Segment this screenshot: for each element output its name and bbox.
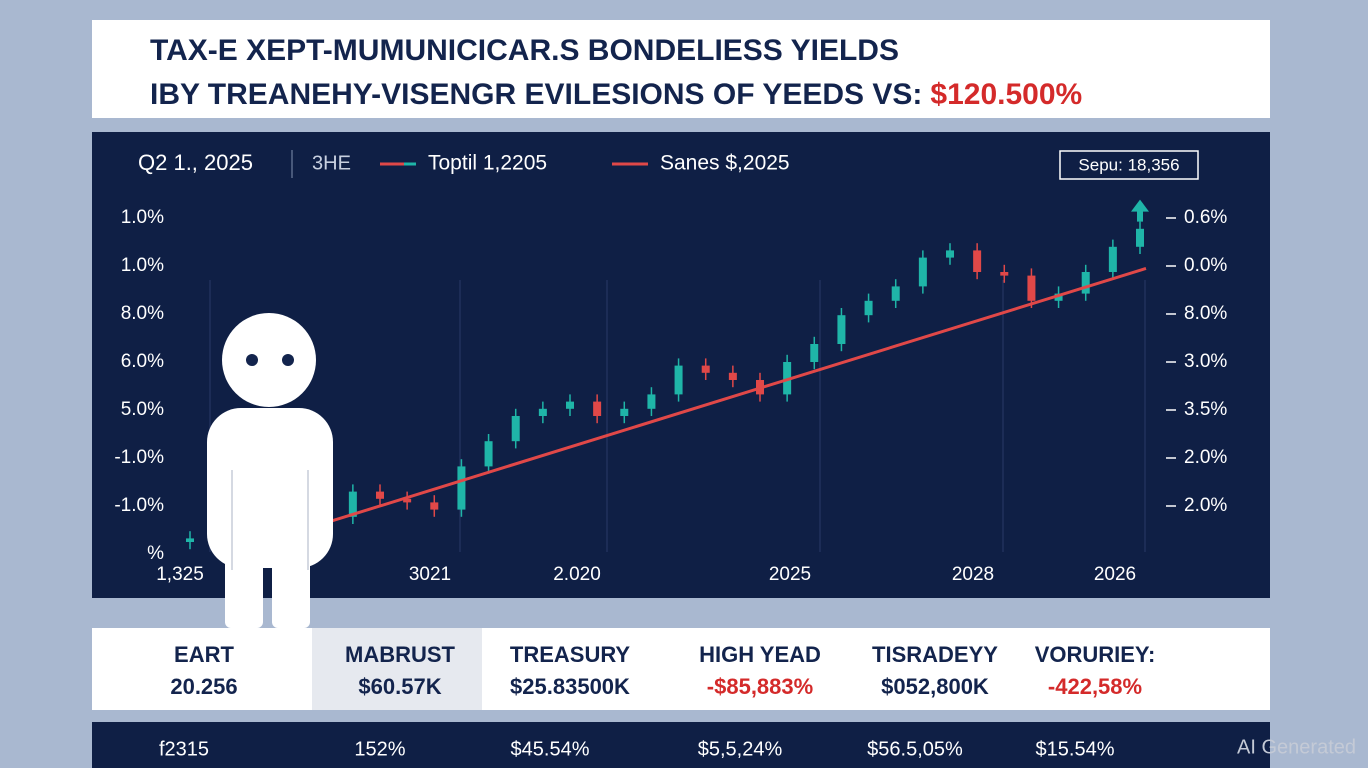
stat-header: TISRADEYY bbox=[872, 642, 998, 667]
legend-label: Toptil 1,2205 bbox=[428, 152, 547, 175]
footer-value: f2315 bbox=[159, 738, 209, 760]
candle-body bbox=[674, 365, 683, 395]
y-label-right: 3.0% bbox=[1184, 351, 1227, 372]
y-label-left: % bbox=[147, 543, 164, 564]
candle-body bbox=[620, 408, 629, 416]
stat-header: HIGH YEAD bbox=[699, 642, 821, 667]
candle-body bbox=[348, 491, 357, 517]
subtitle-highlight: $120.500% bbox=[930, 78, 1082, 111]
candle-body bbox=[457, 466, 466, 510]
candle-body bbox=[701, 365, 710, 373]
y-label-left: 6.0% bbox=[121, 351, 164, 372]
watermark: AI Generated bbox=[1237, 736, 1356, 758]
candle-body bbox=[837, 315, 846, 344]
y-label-left: 1.0% bbox=[121, 255, 164, 276]
candle-body bbox=[1081, 272, 1090, 294]
badge-box bbox=[1059, 150, 1199, 180]
y-label-right: 0.0% bbox=[1184, 255, 1227, 276]
candle-body bbox=[810, 344, 819, 362]
legend-label: Sanes $,2025 bbox=[660, 152, 790, 175]
stat-header: MABRUST bbox=[345, 642, 456, 667]
candle-body bbox=[918, 257, 927, 287]
footer-value: $5,5,24% bbox=[698, 738, 783, 760]
candle-body bbox=[864, 300, 873, 316]
stat-value: -422,58% bbox=[1048, 674, 1142, 699]
y-label-left: -1.0% bbox=[114, 447, 164, 468]
figure-body bbox=[207, 408, 333, 568]
footer-value: $15.54% bbox=[1036, 738, 1115, 760]
stat-value: $052,800K bbox=[881, 674, 989, 699]
period: Q2 1., 2025 bbox=[138, 150, 253, 175]
candle-body bbox=[593, 401, 602, 416]
y-label-left: 1.0% bbox=[121, 207, 164, 228]
candle-body bbox=[1136, 228, 1144, 247]
candle-body bbox=[891, 286, 900, 301]
stat-value: 20.256 bbox=[170, 674, 237, 699]
candle-body bbox=[484, 441, 493, 467]
candle-body bbox=[1054, 293, 1063, 301]
stat-value: -$85,883% bbox=[707, 674, 813, 699]
footer-value: 152% bbox=[354, 738, 405, 760]
y-label-right: 2.0% bbox=[1184, 495, 1227, 516]
stat-value: $60.57K bbox=[358, 674, 441, 699]
candle-body bbox=[538, 408, 547, 416]
candle-body bbox=[1000, 272, 1009, 276]
x-label: 2.020 bbox=[553, 564, 601, 585]
stat-header: TREASURY bbox=[510, 642, 631, 667]
figure-eye bbox=[246, 354, 258, 366]
y-label-right: 8.0% bbox=[1184, 303, 1227, 324]
y-label-left: 5.0% bbox=[121, 399, 164, 420]
y-label-left: 8.0% bbox=[121, 303, 164, 324]
candle-body bbox=[946, 250, 954, 258]
badge: Sepu: 18,356 bbox=[1078, 155, 1179, 174]
title: TAX-E XEPT-MUMUNICICAR.S BONDELIESS YIEL… bbox=[150, 34, 899, 67]
candle-body bbox=[511, 416, 520, 442]
x-label: 2028 bbox=[952, 564, 994, 585]
figure-eye bbox=[282, 354, 294, 366]
candle-body bbox=[1027, 275, 1036, 301]
figure-head bbox=[222, 313, 316, 407]
y-label-left: -1.0% bbox=[114, 495, 164, 516]
trend-line bbox=[298, 266, 1147, 533]
stats-panel bbox=[92, 628, 1270, 710]
candle-body bbox=[566, 401, 574, 409]
candle-body bbox=[403, 498, 412, 503]
up-arrow bbox=[1131, 199, 1149, 222]
x-label: 2026 bbox=[1094, 564, 1136, 585]
footer-value: $56.5,05% bbox=[867, 738, 963, 760]
candle-body bbox=[186, 538, 194, 542]
candle-body bbox=[973, 250, 982, 272]
candle-body bbox=[728, 372, 737, 380]
stat-header: VORURIEY: bbox=[1035, 642, 1156, 667]
tag: 3HE bbox=[312, 152, 351, 174]
stat-header: EART bbox=[174, 642, 234, 667]
candle-body bbox=[430, 502, 439, 510]
footer-panel bbox=[92, 722, 1270, 768]
candle-body bbox=[376, 491, 384, 499]
candle-body bbox=[1108, 246, 1117, 272]
y-label-right: 3.5% bbox=[1184, 399, 1227, 420]
subtitle: IBY TREANEHY-VISENGR EVILESIONS OF YEEDS… bbox=[150, 78, 1082, 111]
figure bbox=[207, 313, 333, 628]
stat-value: $25.83500K bbox=[510, 674, 630, 699]
stats-highlight bbox=[312, 628, 482, 710]
x-label: 3021 bbox=[409, 564, 451, 585]
x-label: 1,325 bbox=[156, 564, 204, 585]
candle-body bbox=[647, 394, 656, 409]
y-label-right: 2.0% bbox=[1184, 447, 1227, 468]
y-label-right: 0.6% bbox=[1184, 207, 1227, 228]
footer-value: $45.54% bbox=[511, 738, 590, 760]
x-label: 2025 bbox=[769, 564, 811, 585]
subtitle-main: IBY TREANEHY-VISENGR EVILESIONS OF YEEDS… bbox=[150, 78, 922, 111]
header-panel bbox=[92, 20, 1270, 118]
